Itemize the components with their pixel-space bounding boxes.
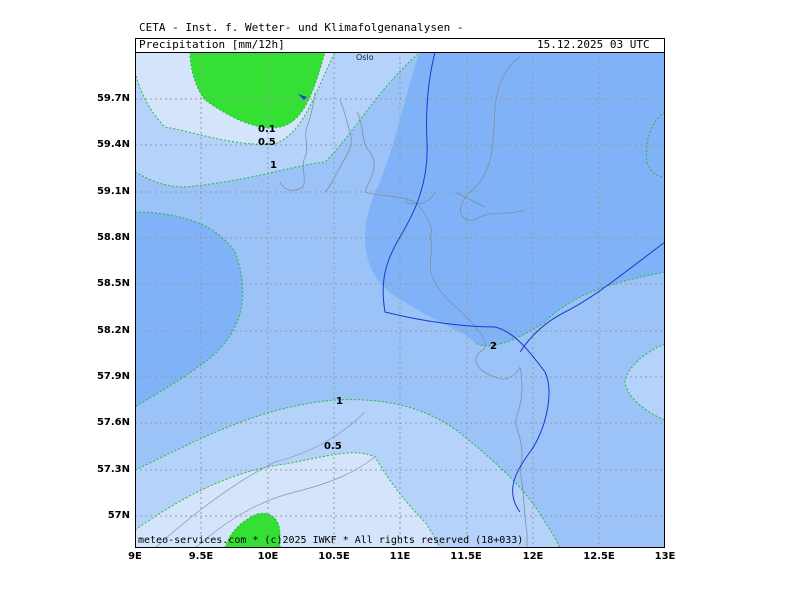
lon-label: 10.5E <box>318 551 350 562</box>
city-label-oslo: Oslo <box>356 53 374 62</box>
contour-lines <box>135 52 665 548</box>
heavy-green-area-south <box>225 513 280 548</box>
lon-label: 11E <box>389 551 411 562</box>
contour-label-group: 0.1 0.5 1 1 0.5 2 <box>258 124 497 452</box>
lat-label: 58.2N <box>96 325 130 336</box>
lat-label: 57.9N <box>96 371 130 382</box>
contour-label-1-north: 1 <box>270 160 277 171</box>
contour-label-0.5-north: 0.5 <box>258 137 276 148</box>
national-border <box>382 52 550 513</box>
lon-label: 12E <box>522 551 544 562</box>
contour-label-2: 2 <box>490 341 497 352</box>
contour-label-1-south: 1 <box>336 396 343 407</box>
lon-label: 9.5E <box>188 551 214 562</box>
title-box <box>135 38 665 52</box>
heavy-green-area-north <box>190 52 325 128</box>
lat-label: 59.7N <box>96 93 130 104</box>
coastlines <box>279 56 528 548</box>
copyright-footer: meteo-services.com * (c)2025 IWKF * All … <box>138 535 524 546</box>
map-title: Precipitation [mm/12h] <box>139 38 285 51</box>
contour-label-0.5-south: 0.5 <box>324 441 342 452</box>
light-precip-patch-se <box>625 344 665 420</box>
lat-label: 58.5N <box>96 278 130 289</box>
lon-label: 9E <box>128 551 142 562</box>
dark-precip-area-east <box>365 52 665 346</box>
lon-label: 12.5E <box>583 551 615 562</box>
lon-label: 11.5E <box>450 551 482 562</box>
lat-label: 57.6N <box>96 417 130 428</box>
road-lines <box>154 411 376 548</box>
dark-precip-area-west <box>135 212 243 407</box>
institute-header: CETA - Inst. f. Wetter- und Klimafolgena… <box>139 21 464 34</box>
lon-label: 13E <box>654 551 676 562</box>
contour-label-0.1: 0.1 <box>258 124 276 135</box>
lon-label: 10E <box>257 551 279 562</box>
map-frame <box>135 52 665 548</box>
lat-label: 59.1N <box>96 186 130 197</box>
lat-label: 57.3N <box>96 464 130 475</box>
lat-label: 57N <box>107 510 130 521</box>
very-light-precip-area-south <box>135 452 440 548</box>
graticule <box>135 52 665 548</box>
lat-label: 59.4N <box>96 139 130 150</box>
lat-label: 58.8N <box>96 232 130 243</box>
timestamp: 15.12.2025 03 UTC <box>537 38 650 51</box>
east-border-line <box>519 241 665 353</box>
lake-patch <box>298 94 307 100</box>
precipitation-map: 0.1 0.5 1 1 0.5 2 Oslo <box>135 52 665 548</box>
